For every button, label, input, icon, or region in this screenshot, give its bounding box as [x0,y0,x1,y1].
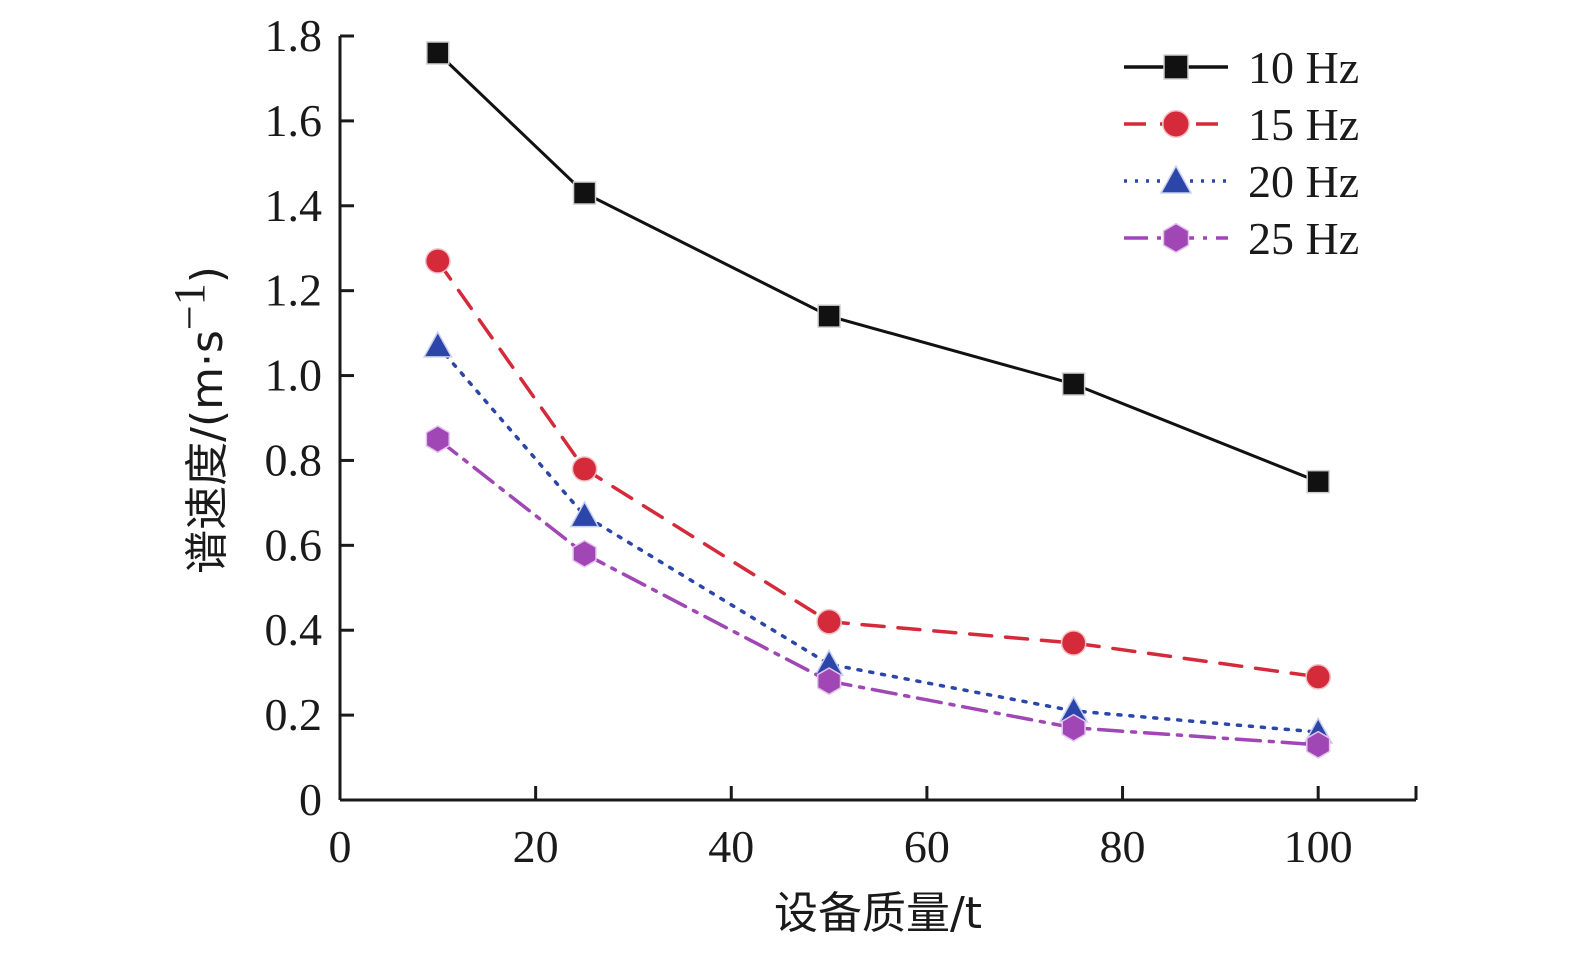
data-point [422,330,453,358]
x-tick-label: 0 [329,821,352,872]
y-ticks: 0 0.2 0.4 0.6 0.8 1.0 1.2 1.4 1.6 1.8 [265,10,354,825]
y-axis-title: 谱速度/(m·s−1) [165,266,233,574]
legend-marker [1159,164,1193,194]
x-tick-label: 100 [1284,821,1353,872]
x-tick-label: 60 [904,821,950,872]
legend-marker [1162,110,1190,138]
data-point [1306,469,1330,494]
y-axis-title-main: 谱速度/(m·s [182,330,233,574]
data-point [569,500,600,528]
y-tick-label: 0.8 [265,434,323,485]
y-tick-label: 0.4 [265,604,323,655]
y-tick-label: 0.2 [265,689,323,740]
x-tick-label: 20 [513,821,559,872]
legend-item: 15 Hz [1124,99,1359,150]
legend-marker [1162,222,1190,254]
x-ticks: 0 20 40 60 80 100 [329,786,1418,872]
legend-item: 25 Hz [1124,213,1359,264]
data-point [1305,664,1332,690]
data-point [816,667,842,696]
y-tick-label: 1.0 [265,350,323,401]
data-point [425,425,450,454]
data-point [1306,730,1331,759]
y-tick-label: 0.6 [265,519,323,570]
series-10hz [426,41,1330,494]
y-tick-label: 1.6 [265,95,323,146]
legend-marker [1163,54,1189,80]
x-tick-label: 80 [1100,821,1146,872]
data-point [572,539,597,568]
axes [338,36,1416,802]
series-line [436,344,1320,734]
legend-item: 20 Hz [1124,156,1359,207]
series-25hz [425,425,1331,759]
series-line [436,437,1320,747]
x-tick-label: 40 [708,821,754,872]
series-15hz [424,248,1332,690]
series-line [436,259,1320,679]
y-tick-label: 0 [299,774,322,825]
legend: 10 Hz 15 Hz 20 Hz 25 Hz [1124,42,1359,264]
legend-label: 10 Hz [1248,42,1359,93]
legend-label: 25 Hz [1248,213,1359,264]
y-axis-title-exponent: −1 [165,283,214,330]
series-20hz [422,330,1334,744]
y-tick-label: 1.8 [265,10,323,61]
data-point [571,456,598,482]
data-point [572,181,597,205]
series-layer [422,41,1334,759]
data-point [816,608,842,635]
legend-item: 10 Hz [1124,42,1359,93]
legend-label: 20 Hz [1248,156,1359,207]
data-point [426,41,450,65]
data-point [424,248,451,274]
data-point [1061,713,1086,742]
y-tick-label: 1.2 [265,265,323,316]
legend-label: 15 Hz [1248,99,1359,150]
y-axis-title-group: 谱速度/(m·s−1) [165,266,233,574]
data-point [817,304,841,328]
data-point [1061,372,1086,396]
x-axis-title: 设备质量/t [774,888,982,939]
data-point [1060,630,1087,656]
y-axis-title-close: ) [182,266,233,283]
y-tick-label: 1.4 [265,180,323,231]
